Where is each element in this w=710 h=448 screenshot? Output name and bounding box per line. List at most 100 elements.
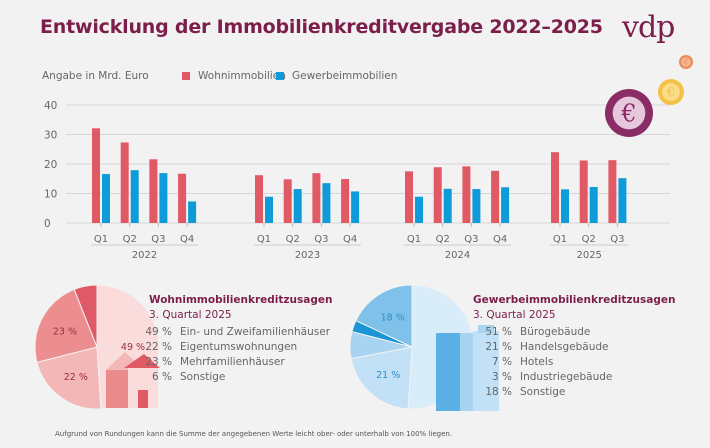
y-tick-label: 40	[44, 100, 57, 112]
legend-swatch	[182, 72, 190, 80]
legend-label: Wohnimmobilien	[198, 70, 286, 82]
legend-percent: 3 %	[492, 371, 512, 383]
year-label: 2024	[445, 250, 470, 261]
legend-percent: 6 %	[152, 371, 172, 383]
x-tick-label: Q1	[407, 234, 421, 245]
bar-gewerbe	[265, 196, 273, 223]
bar-wohn	[312, 173, 321, 223]
legend-row: 18 % Sonstige	[482, 385, 612, 400]
legend-row: 23 % Mehrfamilienhäuser	[142, 355, 330, 370]
legend-category: Hotels	[520, 356, 554, 368]
bar-gewerbe	[589, 187, 598, 223]
legend-percent: 21 %	[485, 341, 512, 353]
legend-percent: 23 %	[145, 356, 172, 368]
legend-category: Sonstige	[180, 371, 226, 383]
coin-face	[662, 83, 680, 101]
footnote: Aufgrund von Rundungen kann die Summe de…	[55, 430, 453, 438]
legend-swatch	[276, 72, 284, 80]
bar-wohn	[462, 166, 471, 223]
x-tick-label: Q3	[610, 234, 624, 245]
pie1-subtitle: 3. Quartal 2025	[149, 309, 232, 321]
pie-slice	[73, 284, 98, 348]
x-tick-label: Q2	[582, 234, 596, 245]
coin-face	[612, 96, 646, 130]
legend-percent: 18 %	[485, 386, 512, 398]
pie-slice	[34, 288, 98, 364]
legend-category: Mehrfamilienhäuser	[180, 356, 285, 368]
x-tick-label: Q3	[314, 234, 328, 245]
pie-slice	[36, 346, 102, 410]
pie-slice-label: 18 %	[381, 313, 405, 324]
legend-row: 3 % Industriegebäude	[482, 370, 612, 385]
y-tick-label: 30	[44, 130, 57, 142]
bar-wohn	[579, 160, 588, 223]
vdp-logo: vdp	[622, 10, 675, 45]
page-title: Entwicklung der Immobilienkreditvergabe …	[40, 16, 603, 38]
legend-category: Ein- und Zweifamilienhäuser	[180, 326, 331, 338]
bar-wohn	[551, 152, 559, 223]
bar-wohn	[433, 167, 442, 223]
pie-slice-label: 49 %	[121, 342, 145, 353]
pie-slice-label: 23 %	[53, 327, 77, 338]
bar-wohn	[341, 179, 350, 223]
legend-wohn: Wohnimmobilien	[182, 70, 286, 82]
x-tick-label: Q2	[286, 234, 300, 245]
legend-row: 6 % Sonstige	[142, 370, 330, 385]
legend-gewerbe: Gewerbeimmobilien	[276, 70, 397, 82]
bar-wohn	[178, 173, 187, 223]
pie-slice	[350, 346, 413, 410]
x-tick-label: Q1	[94, 234, 108, 245]
legend-percent: 51 %	[485, 326, 512, 338]
x-tick-label: Q4	[180, 234, 194, 245]
legend-row: 21 % Handelsgebäude	[482, 340, 612, 355]
legend-row: 51 % Bürogebäude	[482, 325, 612, 340]
pie2-title: Gewerbeimmobilienkreditzusagen	[473, 294, 676, 306]
euro-icon: €	[666, 86, 675, 101]
pie-slice-label: 21 %	[376, 370, 400, 381]
bar-wohn	[608, 160, 617, 223]
bar-gewerbe	[130, 170, 139, 223]
house-door	[138, 390, 148, 408]
legend-category: Sonstige	[520, 386, 566, 398]
bar-gewerbe	[618, 178, 627, 223]
year-label: 2025	[576, 250, 601, 261]
bar-gewerbe	[159, 173, 168, 223]
bar-wohn	[92, 128, 100, 223]
bar-wohn	[283, 179, 292, 223]
x-tick-label: Q4	[343, 234, 357, 245]
legend-category: Handelsgebäude	[520, 341, 609, 353]
building-icon	[436, 333, 460, 411]
bar-gewerbe	[293, 189, 302, 223]
bar-wohn	[255, 175, 263, 223]
x-tick-label: Q4	[493, 234, 507, 245]
y-axis-label: Angabe in Mrd. Euro	[42, 70, 149, 82]
legend-category: Industriegebäude	[520, 371, 613, 383]
pie1-legend: 49 % Ein- und Zweifamilienhäuser 22 % Eigen…	[142, 325, 330, 385]
bar-wohn	[149, 159, 158, 223]
x-tick-label: Q1	[553, 234, 567, 245]
y-tick-label: 10	[44, 189, 57, 201]
year-label: 2022	[132, 250, 157, 261]
legend-category: Bürogebäude	[520, 326, 591, 338]
bar-wohn	[491, 170, 500, 223]
y-tick-label: 20	[44, 159, 57, 171]
legend-row: 22 % Eigentumswohnungen	[142, 340, 330, 355]
bar-gewerbe	[443, 188, 452, 223]
building-icon	[473, 331, 499, 411]
x-tick-label: Q2	[123, 234, 137, 245]
building-top	[478, 325, 494, 333]
pie-slice	[355, 284, 413, 348]
y-tick-label: 0	[44, 218, 51, 230]
bar-gewerbe	[415, 196, 423, 223]
year-label: 2023	[295, 250, 320, 261]
pie2-subtitle: 3. Quartal 2025	[473, 309, 556, 321]
coin-face	[681, 57, 691, 67]
legend-percent: 49 %	[145, 326, 172, 338]
x-tick-label: Q3	[151, 234, 165, 245]
legend-category: Eigentumswohnungen	[180, 341, 298, 353]
x-tick-label: Q3	[464, 234, 478, 245]
pie-slice-label: 22 %	[64, 372, 88, 383]
legend-percent: 7 %	[492, 356, 512, 368]
